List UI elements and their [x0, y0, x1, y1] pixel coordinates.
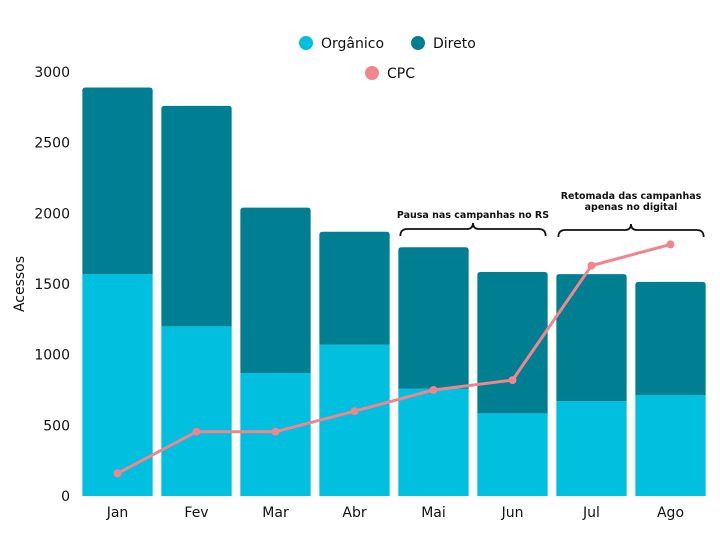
- cpc-point-mar: [271, 427, 280, 436]
- cpc-line-layer: [113, 240, 675, 478]
- bar-orgnico-fev: [161, 326, 232, 496]
- bar-direto-mai: [398, 247, 469, 389]
- x-tick-label-jan: Jan: [106, 505, 129, 521]
- y-tick-label-5: 2500: [34, 136, 70, 152]
- x-axis: Jan Fev Mar Abr Mai Jun Jul Ago: [106, 505, 684, 521]
- bar-orgnico-mai: [398, 388, 469, 496]
- annotation-text-0-0: Pausa nas campanhas no RS: [397, 210, 549, 221]
- bar-direto-jan: [82, 87, 153, 275]
- x-tick-label-ago: Ago: [657, 505, 684, 521]
- cpc-line: [116, 242, 671, 475]
- annotation-brace-1: [557, 223, 705, 238]
- x-tick-label-fev: Fev: [184, 505, 208, 521]
- x-tick-label-jul: Jul: [582, 505, 600, 521]
- y-tick-label-4: 2000: [34, 206, 70, 222]
- annotation-text-1-0: Retomada das campanhas: [561, 191, 702, 202]
- annotation-text-1-1: apenas no digital: [585, 202, 678, 213]
- legend-swatch-direto: [411, 36, 425, 50]
- x-tick-label-abr: Abr: [342, 505, 366, 521]
- x-tick-label-mai: Mai: [421, 505, 446, 521]
- y-tick-label-1: 500: [43, 418, 70, 434]
- y-tick-label-6: 3000: [34, 65, 70, 81]
- cpc-point-mai: [429, 386, 438, 394]
- cpc-point-jul: [587, 261, 596, 270]
- bar-direto-jul: [556, 274, 627, 402]
- y-tick-label-0: 0: [61, 489, 70, 505]
- y-tick-label-3: 1500: [34, 277, 70, 293]
- y-axis: 0 500 1000 1500 2000 2500 3000: [34, 65, 70, 505]
- y-axis-title: Acessos: [12, 256, 28, 312]
- bar-direto-jun: [477, 271, 548, 414]
- legend-label-cpc: CPC: [387, 66, 415, 82]
- bar-direto-fev: [161, 105, 232, 327]
- legend: Orgânico Direto CPC: [299, 36, 476, 82]
- bar-orgnico-ago: [635, 394, 706, 496]
- legend-swatch-orgnico: [299, 36, 313, 50]
- bar-direto-ago: [635, 281, 706, 395]
- annotation-brace-0: [399, 222, 547, 237]
- annotations-layer: Pausa nas campanhas no RS Retomada das ca…: [397, 191, 705, 238]
- cpc-point-jun: [508, 376, 517, 385]
- bar-orgnico-abr: [319, 344, 390, 496]
- x-tick-label-mar: Mar: [262, 505, 289, 521]
- bar-direto-abr: [319, 231, 390, 345]
- cpc-point-fev: [192, 427, 201, 436]
- legend-label-direto: Direto: [433, 36, 476, 52]
- legend-swatch-cpc: [365, 66, 379, 80]
- bars-layer: [82, 87, 706, 496]
- bar-orgnico-jul: [556, 401, 627, 496]
- x-tick-label-jun: Jun: [501, 505, 524, 521]
- y-tick-label-2: 1000: [34, 348, 70, 364]
- cpc-point-ago: [666, 240, 675, 249]
- bar-orgnico-jun: [477, 413, 548, 496]
- bar-direto-mar: [240, 207, 311, 374]
- legend-label-orgnico: Orgânico: [321, 36, 384, 52]
- cpc-point-abr: [350, 407, 359, 416]
- bar-orgnico-jan: [82, 274, 153, 496]
- cpc-point-jan: [113, 469, 122, 478]
